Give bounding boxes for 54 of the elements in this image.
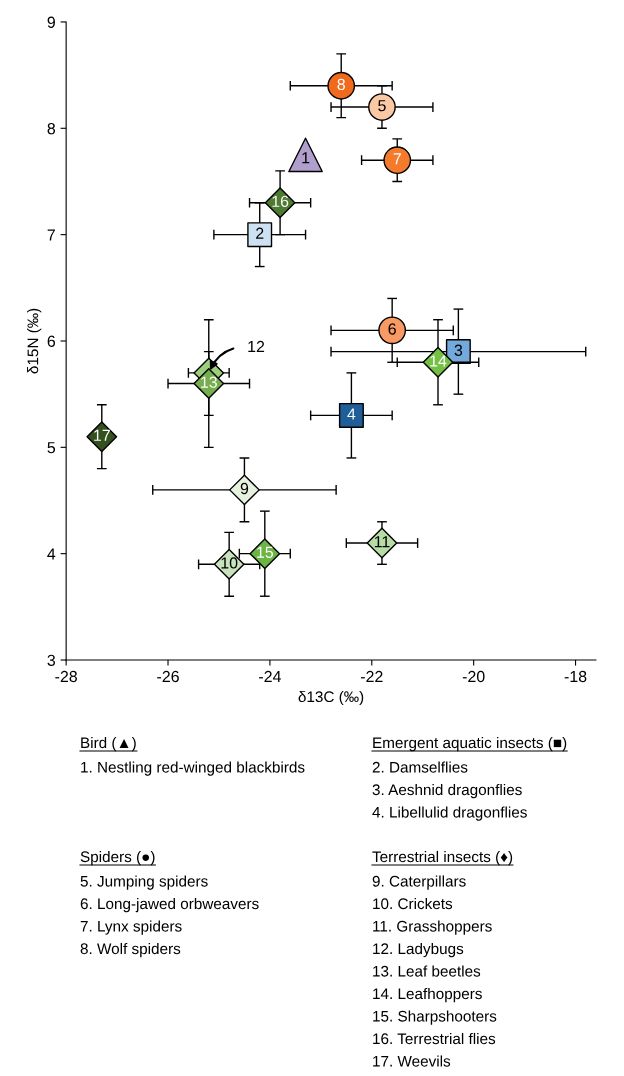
text: 3. Aeshnid dragonflies [372,783,522,799]
text: 12. Ladybugs [373,942,464,958]
y-tick-label: 9 [47,16,55,28]
x-tick-label: -26 [157,670,179,683]
text: 7. Lynx spiders [80,920,182,935]
x-tick-label: -24 [259,670,281,683]
text: 10. Crickets [373,897,453,910]
y-tick-label: 3 [47,654,56,666]
y-tick-label: 7 [47,229,55,241]
annotation: 6 [388,323,396,335]
text: Emergent aquatic insects (■) [373,736,567,752]
annotation: 2 [256,227,264,239]
annotation: 5 [378,100,386,112]
text: Bird (▲) [81,736,136,752]
x-axis-title: δ13C (‰) [298,690,364,706]
annotation: 11 [374,536,390,548]
point [288,137,323,173]
annotation: 12 [248,340,265,353]
text: Spiders (●) [80,850,155,866]
text: Terrestrial insects (♦) [372,850,513,866]
annotation: 14 [430,355,447,367]
annotation: 10 [221,557,238,569]
text: 17. Weevils [373,1055,451,1067]
text: 16. Terrestrial flies [373,1032,496,1045]
text: 13. Leaf beetles [373,965,481,977]
y-tick-label: 5 [47,442,56,454]
x-tick-label: -20 [462,670,485,683]
text: 6. Long-jawed orbweavers [80,897,259,913]
annotation: 16 [272,195,289,208]
annotation: 1 [302,152,310,164]
annotation: 7 [393,153,401,165]
text: 14. Leafhoppers [373,987,482,1003]
text: 9. Caterpillars [372,875,466,890]
annotation: 13 [201,376,217,388]
x-tick-label: -18 [564,670,587,683]
annotation: 9 [240,482,249,495]
annotation: 3 [454,344,463,356]
y-tick-label: 8 [47,122,56,135]
y-axis-title: δ15N (‰) [27,308,42,374]
text: 11. Grasshoppers [373,920,492,935]
annotation: 4 [347,408,356,420]
text: 2. Damselflies [372,761,468,773]
annotation: 15 [257,546,274,558]
annotation: 17 [94,429,110,441]
y-tick-label: 4 [47,548,56,560]
x-tick-label: -28 [55,670,77,683]
text: 1. Nestling red-winged blackbirds [81,761,305,776]
text: 4. Libellulid dragonflies [372,806,527,821]
text: 5. Jumping spiders [80,875,208,890]
annotation: 8 [337,78,345,91]
text: 8. Wolf spiders [80,942,181,958]
text: 15. Sharpshooters [373,1010,497,1025]
y-tick-label: 6 [47,335,56,347]
x-tick-label: -22 [360,670,383,683]
